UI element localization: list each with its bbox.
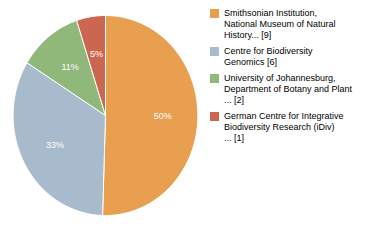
svg-text:11%: 11% — [61, 62, 78, 72]
html-text:Smithsonian Institution, Natio: Smithsonian Institution, National Museum… — [224, 8, 336, 40]
html-text:German Centre for Integrative: German Centre for Integrative Biodiversi… — [224, 111, 344, 143]
svg-text:50%: 50% — [154, 111, 172, 121]
html-text:Centre for Biodiversity Genomi: Centre for Biodiversity Genomics [6] — [224, 46, 313, 67]
svg-text:33%: 33% — [46, 140, 64, 150]
svg-text:5%: 5% — [90, 49, 103, 59]
html-text:University of Johannesburg, De: University of Johannesburg, Department o… — [224, 73, 353, 105]
